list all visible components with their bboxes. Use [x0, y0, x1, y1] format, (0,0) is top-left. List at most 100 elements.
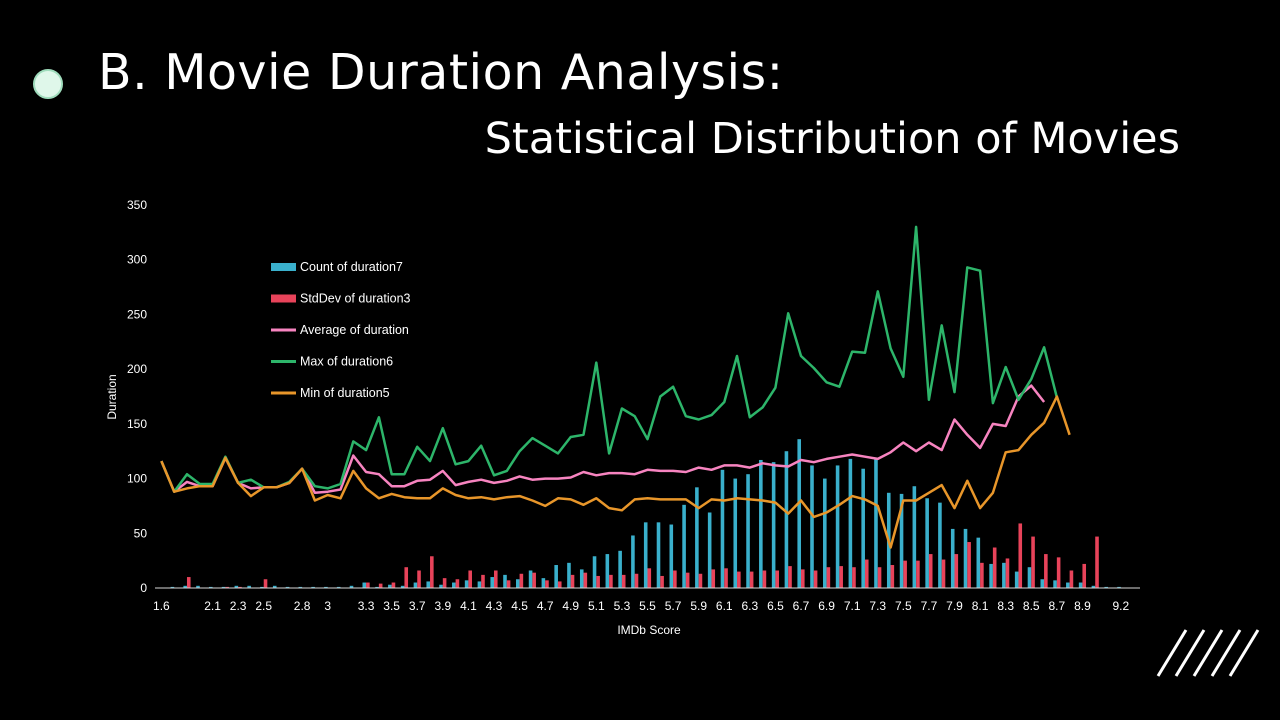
x-tick-label: 7.3: [869, 599, 886, 613]
count-bar: [528, 570, 533, 588]
legend-label: Max of duration6: [300, 355, 393, 369]
count-bar: [912, 486, 917, 588]
stddev-bar: [263, 579, 268, 588]
stddev-bar: [762, 570, 767, 588]
x-tick-label: 1.6: [153, 599, 170, 613]
count-bar: [618, 550, 622, 588]
stddev-bar: [468, 570, 472, 588]
x-tick-label: 6.3: [741, 599, 758, 613]
stddev-bar: [890, 565, 895, 588]
count-bar: [298, 586, 303, 588]
count-bar: [874, 457, 878, 588]
y-tick-label: 100: [127, 472, 147, 486]
max-line: [160, 225, 1059, 493]
y-tick-label: 250: [127, 307, 147, 321]
count-bar: [1104, 586, 1109, 588]
count-bar: [1027, 567, 1032, 588]
x-tick-label: 7.7: [921, 599, 938, 613]
x-tick-label: 4.9: [562, 599, 579, 613]
stddev-bar: [967, 542, 971, 588]
count-bar: [388, 584, 392, 588]
count-bar: [784, 451, 789, 588]
stddev-bar: [903, 560, 907, 588]
stddev-bar: [417, 570, 421, 588]
count-bar: [503, 574, 507, 588]
stddev-bar: [430, 556, 434, 588]
count-bar: [324, 586, 328, 588]
stddev-bar: [737, 571, 741, 588]
count-bar: [426, 581, 431, 588]
count-bar: [797, 439, 802, 588]
average-line: [160, 384, 1046, 495]
count-bar: [771, 462, 776, 588]
count-bar: [272, 585, 277, 588]
count-bar: [1040, 579, 1045, 588]
count-bar: [950, 528, 955, 588]
stddev-bar: [583, 572, 588, 588]
x-tick-label: 8.9: [1074, 599, 1091, 613]
count-bar: [452, 582, 456, 588]
stddev-bar: [366, 582, 370, 588]
x-tick-label: 3.5: [383, 599, 400, 613]
legend-swatch: [271, 263, 296, 271]
legend-label: Min of duration5: [300, 386, 390, 400]
count-bar: [311, 586, 315, 588]
count-bar: [554, 565, 558, 588]
x-tick-label: 6.9: [818, 599, 835, 613]
x-tick-label: 2.3: [230, 599, 247, 613]
y-tick-label: 150: [127, 417, 147, 431]
count-bar: [1117, 586, 1121, 588]
stddev-bar: [442, 578, 447, 588]
count-bar: [746, 474, 750, 588]
count-bar: [285, 586, 290, 588]
count-bar: [1078, 582, 1083, 588]
count-bar: [643, 522, 648, 588]
stddev-bar: [1031, 536, 1035, 588]
y-tick-label: 0: [140, 581, 147, 595]
stddev-bar: [621, 574, 626, 588]
count-bar: [362, 582, 367, 588]
stddev-bar: [557, 581, 562, 588]
count-bar: [336, 586, 341, 588]
stddev-bar: [775, 570, 780, 588]
stddev-bar: [1082, 563, 1087, 588]
stddev-bar: [596, 575, 600, 588]
stddev-bar: [506, 580, 511, 588]
slide-title: B. Movie Duration Analysis:: [98, 44, 784, 101]
count-bar: [208, 586, 213, 588]
count-bar: [733, 478, 738, 588]
y-tick-label: 350: [127, 198, 147, 212]
count-bar: [861, 468, 865, 588]
stddev-bar: [839, 566, 843, 588]
count-bar: [413, 582, 418, 588]
x-tick-label: 9.2: [1112, 599, 1129, 613]
stddev-bar: [864, 559, 869, 588]
count-bar: [221, 586, 226, 588]
legend-swatch: [271, 294, 296, 303]
stddev-bar: [493, 570, 498, 588]
stddev-bar: [1095, 536, 1099, 588]
x-tick-label: 5.3: [614, 599, 631, 613]
count-bar: [260, 586, 264, 588]
stddev-bar: [532, 572, 536, 588]
count-bar: [183, 585, 187, 588]
x-tick-label: 5.1: [588, 599, 605, 613]
stddev-bar: [749, 571, 754, 588]
count-bar: [400, 585, 405, 588]
count-bar: [1066, 582, 1070, 588]
x-tick-label: 4.1: [460, 599, 477, 613]
count-bar: [1091, 585, 1096, 588]
count-bar: [375, 586, 379, 588]
x-tick-label: 5.9: [690, 599, 707, 613]
stddev-bar: [1056, 557, 1061, 588]
y-tick-label: 300: [127, 253, 147, 267]
x-tick-label: 8.7: [1049, 599, 1066, 613]
count-bar: [963, 528, 968, 588]
count-bar: [682, 504, 686, 588]
x-tick-label: 2.5: [255, 599, 272, 613]
stddev-bar: [1005, 558, 1010, 588]
count-bar: [695, 487, 699, 588]
count-bar: [196, 585, 200, 588]
count-bar: [170, 586, 175, 588]
